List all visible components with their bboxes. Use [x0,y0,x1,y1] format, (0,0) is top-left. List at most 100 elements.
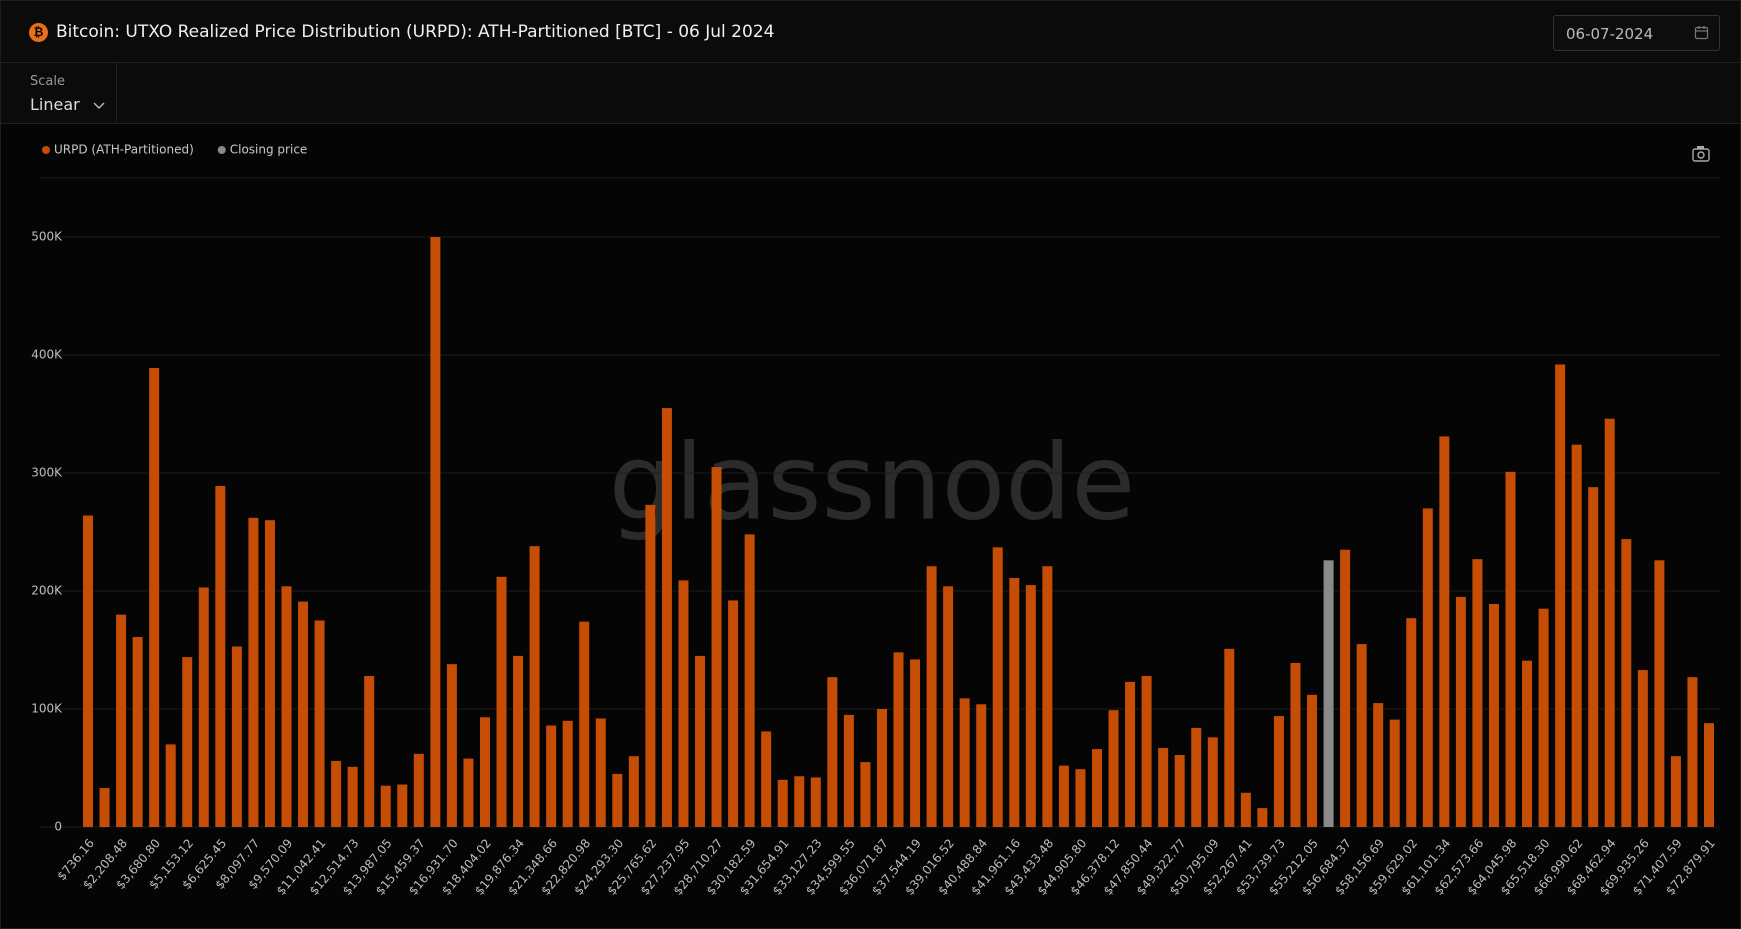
y-tick-label: 200K [31,584,63,598]
bar [628,756,639,827]
scale-value: Linear [30,95,80,114]
bar [364,675,375,827]
bar [1075,769,1086,827]
y-tick-label: 300K [31,466,63,480]
bar [1224,648,1235,827]
scale-dropdown[interactable]: Linear [30,95,105,114]
bar [1125,681,1136,827]
bar [99,788,110,827]
bar [1373,703,1384,827]
bar [463,758,474,827]
bar [612,773,623,827]
bar [1058,765,1069,827]
bar [1455,596,1466,827]
bar [678,580,689,827]
bar [579,621,590,827]
bar [529,546,540,827]
bar [910,659,921,827]
bar [331,760,342,827]
bar [165,744,176,827]
bar [1025,585,1036,827]
bar [1340,549,1351,827]
bar [744,534,755,827]
bar [1670,756,1681,827]
bar [513,655,524,827]
bar [380,785,391,827]
bar [298,601,309,827]
bar [1522,660,1533,827]
bar [83,515,93,827]
bar [1472,559,1483,827]
bar [661,408,672,827]
bar [182,657,193,827]
bar [1042,566,1053,827]
scale-control[interactable] [1,63,117,123]
bar [149,367,160,827]
bar [794,776,805,827]
bar [1307,694,1318,827]
bar [777,779,788,827]
bar [264,520,275,827]
bar [1356,644,1367,827]
bar [1488,603,1499,827]
bar [1257,808,1268,827]
y-tick-label: 400K [31,348,63,362]
header [1,1,1740,63]
controls-bar [1,63,1740,124]
bar [893,652,904,827]
bar [1091,749,1102,827]
bar [1290,662,1301,827]
chevron [93,102,105,109]
watermark: glassnode [609,421,1136,543]
bar [1704,723,1714,827]
bar [843,714,854,827]
bar [810,777,821,827]
bar [1009,578,1020,827]
y-tick-label: 0 [54,820,62,834]
bar [761,731,772,827]
bar [1621,539,1632,827]
bar [1174,755,1185,827]
bar [1191,727,1202,827]
bar [413,753,424,827]
bar [248,517,259,827]
bar [1108,710,1119,827]
y-tick-label: 100K [31,702,63,716]
bar [1240,792,1251,827]
bar [1422,508,1433,827]
bar [1555,364,1566,827]
date-picker[interactable]: 06-07-2024 [1553,15,1720,51]
bar [959,698,970,827]
bar [695,655,706,827]
legend-marker [42,146,50,154]
bar [1588,487,1599,827]
bar [711,467,722,827]
bar [976,704,987,827]
bar [1141,675,1152,827]
bar [1637,670,1648,827]
bar [943,586,954,827]
bar [876,709,887,827]
bar [1158,747,1169,827]
bar [215,485,226,827]
legend-marker [217,146,226,154]
bitcoin-icon: ₿ [29,23,48,42]
bar [430,237,441,827]
date-value: 06-07-2024 [1566,25,1654,43]
bar [496,576,507,827]
bar [992,547,1003,827]
bar [479,717,490,827]
bar [595,718,606,827]
bar [1406,618,1417,827]
bar [1687,677,1698,827]
bar [728,600,739,827]
bar [562,720,573,827]
bar [1439,436,1450,827]
bar [1505,471,1516,827]
camera-icon[interactable] [1692,146,1710,162]
bar [1323,560,1334,827]
bar [231,646,242,827]
bar [281,586,292,827]
